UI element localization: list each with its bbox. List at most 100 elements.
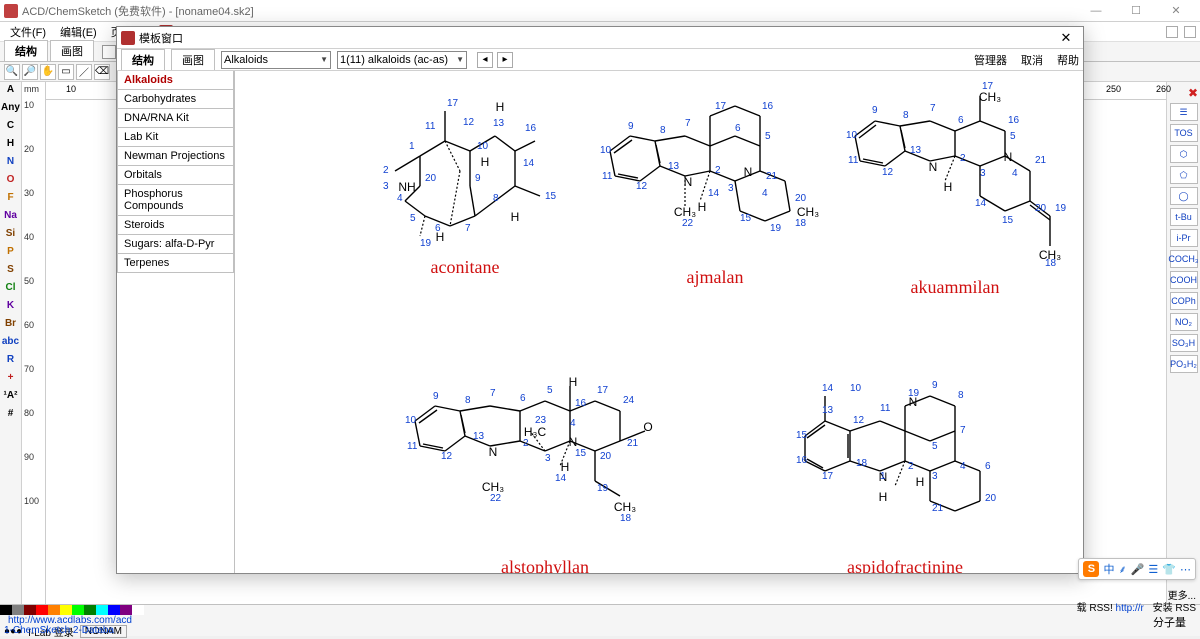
- element-O[interactable]: O: [0, 174, 21, 190]
- right-tool-i-Pr[interactable]: i-Pr: [1170, 229, 1198, 247]
- element-+[interactable]: +: [0, 372, 21, 388]
- hand-icon[interactable]: ✋: [40, 64, 56, 80]
- element-abc[interactable]: abc: [0, 336, 21, 352]
- right-tool-PO₃H₂[interactable]: PO₃H₂: [1170, 355, 1198, 373]
- category-newman-projections[interactable]: Newman Projections: [117, 146, 234, 166]
- element-Br[interactable]: Br: [0, 318, 21, 334]
- element-C[interactable]: C: [0, 120, 21, 136]
- tab-structure[interactable]: 结构: [4, 40, 48, 61]
- category-steroids[interactable]: Steroids: [117, 215, 234, 235]
- structure-aconitane[interactable]: NHHHHH23111171213161415109876542019aconi…: [355, 81, 575, 278]
- right-tool-COPh[interactable]: COPh: [1170, 292, 1198, 310]
- right-tool-SO₃H[interactable]: SO₃H: [1170, 334, 1198, 352]
- element-S[interactable]: S: [0, 264, 21, 280]
- category-terpenes[interactable]: Terpenes: [117, 253, 234, 273]
- toolbar-icon-a[interactable]: [102, 45, 116, 59]
- element-#[interactable]: #: [0, 408, 21, 424]
- zoom-out-icon[interactable]: 🔎: [22, 64, 38, 80]
- template-page-combo[interactable]: 1(11) alkaloids (ac-as)▼: [337, 51, 467, 69]
- template-tab-structure[interactable]: 结构: [121, 49, 165, 70]
- element-Na[interactable]: Na: [0, 210, 21, 226]
- category-carbohydrates[interactable]: Carbohydrates: [117, 89, 234, 109]
- category-phosphorus-compounds[interactable]: Phosphorus Compounds: [117, 184, 234, 216]
- ime-bar[interactable]: S 中 ⸙ 🎤 ☰ 👕 ⋯: [1078, 558, 1196, 580]
- right-tool-☰[interactable]: ☰: [1170, 103, 1198, 121]
- template-tab-draw[interactable]: 画图: [171, 49, 215, 70]
- category-orbitals[interactable]: Orbitals: [117, 165, 234, 185]
- ime-item-0[interactable]: ⸙: [1118, 562, 1126, 577]
- right-tool-⬠[interactable]: ⬠: [1170, 166, 1198, 184]
- maximize-button[interactable]: ☐: [1116, 1, 1156, 21]
- category-sugars-alfa-d-pyr[interactable]: Sugars: alfa-D-Pyr: [117, 234, 234, 254]
- zoom-in-icon[interactable]: 🔍: [4, 64, 20, 80]
- trailing-icon-1[interactable]: [1166, 26, 1178, 38]
- element-K[interactable]: K: [0, 300, 21, 316]
- structure-alstophyllan[interactable]: NNCH₃CH₃HH₃COH10981312117651617242315202…: [395, 351, 695, 573]
- select-icon[interactable]: ▭: [58, 64, 74, 80]
- element-H[interactable]: H: [0, 138, 21, 154]
- structure-akuammilan[interactable]: NNHCH₃CH₃1098131211761716521234141520191…: [835, 81, 1075, 298]
- category-dna-rna-kit[interactable]: DNA/RNA Kit: [117, 108, 234, 128]
- ime-item-3[interactable]: 👕: [1162, 563, 1176, 576]
- element-¹A²[interactable]: ¹A²: [0, 390, 21, 406]
- palette-swatch[interactable]: [60, 605, 72, 615]
- ime-item-4[interactable]: ⋯: [1180, 563, 1191, 576]
- template-prev-button[interactable]: ◂: [477, 52, 493, 68]
- draw-icon[interactable]: ／: [76, 64, 92, 80]
- palette-swatch[interactable]: [132, 605, 144, 615]
- element-A[interactable]: A: [0, 84, 21, 100]
- element-Any[interactable]: Any: [0, 102, 21, 118]
- right-tool-NO₂[interactable]: NO₂: [1170, 313, 1198, 331]
- menu-edit[interactable]: 编辑(E): [54, 24, 103, 40]
- element-F[interactable]: F: [0, 192, 21, 208]
- bottom-tabs[interactable]: 1-ChemSketch 2-Databa: [4, 625, 114, 636]
- rss-link[interactable]: http://r: [1116, 603, 1144, 614]
- minimize-button[interactable]: —: [1076, 1, 1116, 21]
- close-button[interactable]: ✕: [1156, 1, 1196, 21]
- menu-file[interactable]: 文件(F): [4, 24, 52, 40]
- right-tool-TOS[interactable]: TOS: [1170, 124, 1198, 142]
- palette-swatch[interactable]: [24, 605, 36, 615]
- structure-aspidofractinine[interactable]: NNHH151413121817161119987512346212010asp…: [775, 351, 1035, 573]
- right-tool-COOH[interactable]: COOH: [1170, 271, 1198, 289]
- template-help-link[interactable]: 帮助: [1057, 52, 1079, 68]
- ime-logo-icon[interactable]: S: [1083, 561, 1099, 577]
- ime-lang[interactable]: 中: [1103, 561, 1114, 577]
- palette-swatch[interactable]: [12, 605, 24, 615]
- palette-swatch[interactable]: [0, 605, 12, 615]
- template-titlebar[interactable]: 模板窗口 ✕: [117, 27, 1083, 49]
- element-P[interactable]: P: [0, 246, 21, 262]
- tab-draw[interactable]: 画图: [50, 40, 94, 61]
- element-R[interactable]: R: [0, 354, 21, 370]
- palette-swatch[interactable]: [84, 605, 96, 615]
- element-N[interactable]: N: [0, 156, 21, 172]
- element-Si[interactable]: Si: [0, 228, 21, 244]
- right-tool-◯[interactable]: ◯: [1170, 187, 1198, 205]
- element-Cl[interactable]: Cl: [0, 282, 21, 298]
- category-alkaloids[interactable]: Alkaloids: [117, 71, 234, 90]
- category-lab-kit[interactable]: Lab Kit: [117, 127, 234, 147]
- template-close-button[interactable]: ✕: [1053, 30, 1079, 46]
- palette-swatch[interactable]: [96, 605, 108, 615]
- right-tool-t-Bu[interactable]: t-Bu: [1170, 208, 1198, 226]
- ime-item-1[interactable]: 🎤: [1131, 563, 1145, 576]
- template-next-button[interactable]: ▸: [497, 52, 513, 68]
- palette-swatch[interactable]: [120, 605, 132, 615]
- palette-swatch[interactable]: [108, 605, 120, 615]
- trailing-icon-2[interactable]: [1184, 26, 1196, 38]
- right-tool-⬡[interactable]: ⬡: [1170, 145, 1198, 163]
- ime-item-2[interactable]: ☰: [1148, 563, 1158, 576]
- erase-icon[interactable]: ⌫: [94, 64, 110, 80]
- palette-swatch[interactable]: [36, 605, 48, 615]
- right-toolbar-close-icon[interactable]: ✖: [1188, 86, 1198, 100]
- right-tool-COCH₃[interactable]: COCH₃: [1170, 250, 1198, 268]
- template-category-combo[interactable]: Alkaloids▼: [221, 51, 331, 69]
- template-manager-link[interactable]: 管理器: [974, 52, 1007, 68]
- template-canvas[interactable]: NHHHHH23111171213161415109876542019aconi…: [235, 71, 1083, 573]
- template-cancel-link[interactable]: 取消: [1021, 52, 1043, 68]
- palette-swatch[interactable]: [48, 605, 60, 615]
- structure-ajmalan[interactable]: NNCH₃CH₃H1098131211717166523211519201822…: [585, 81, 845, 288]
- rss-install[interactable]: 安装 RSS: [1153, 603, 1196, 614]
- palette-swatch[interactable]: [72, 605, 84, 615]
- svg-text:14: 14: [523, 158, 535, 169]
